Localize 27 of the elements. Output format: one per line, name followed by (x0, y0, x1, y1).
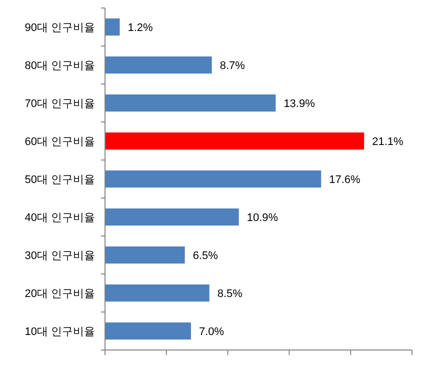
y-tick-label: 40대 인구비율 (24, 212, 95, 224)
data-label: 13.9% (284, 98, 316, 110)
y-tick-label: 70대 인구비율 (24, 98, 95, 110)
bar (105, 56, 212, 74)
y-tick-label: 60대 인구비율 (24, 136, 95, 148)
y-tick-label: 20대 인구비율 (24, 288, 95, 300)
data-label: 17.6% (329, 174, 361, 186)
y-tick-label: 50대 인구비율 (24, 174, 95, 186)
data-label: 1.2% (128, 22, 154, 34)
data-label: 8.5% (217, 288, 243, 300)
bar (105, 132, 364, 150)
y-tick-label: 30대 인구비율 (24, 250, 95, 262)
data-label: 10.9% (246, 212, 278, 224)
bar (105, 170, 322, 188)
bar (105, 246, 185, 264)
y-tick-label: 80대 인구비율 (24, 60, 95, 72)
data-label: 6.5% (192, 250, 218, 262)
bar (105, 284, 210, 302)
bar (105, 94, 276, 112)
data-label: 7.0% (198, 326, 224, 338)
data-label: 21.1% (372, 136, 404, 148)
y-tick-label: 90대 인구비율 (24, 22, 95, 34)
bar (105, 208, 239, 226)
data-label: 8.7% (220, 60, 246, 72)
bar (105, 18, 120, 36)
bar (105, 322, 191, 340)
y-tick-label: 10대 인구비율 (24, 326, 95, 338)
